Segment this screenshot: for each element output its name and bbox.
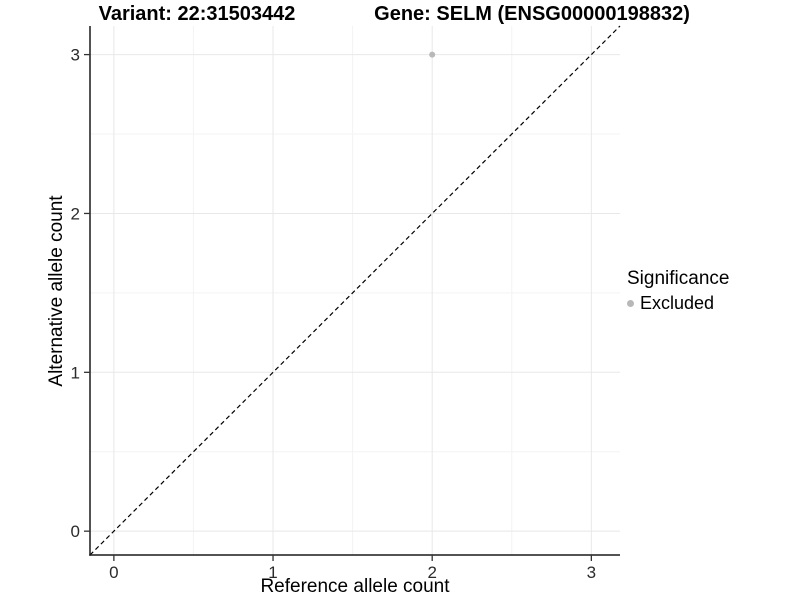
plot-title-gene: Gene: SELM (ENSG00000198832) (374, 3, 690, 25)
plot-title-variant: Variant: 22:31503442 (98, 3, 296, 25)
x-tick-label: 2 (427, 563, 436, 582)
y-tick-label: 0 (71, 522, 80, 541)
legend-point-icon (627, 300, 634, 307)
y-tick-label: 3 (71, 46, 80, 65)
x-tick-label: 1 (268, 563, 277, 582)
y-axis-title: Alternative allele count (46, 195, 67, 387)
legend: Significance Excluded (627, 268, 729, 314)
legend-item-excluded: Excluded (627, 293, 729, 314)
data-point (429, 51, 436, 58)
x-tick-label: 3 (587, 563, 596, 582)
legend-title: Significance (627, 268, 730, 289)
identity-reference-line (89, 25, 621, 556)
x-axis-title: Reference allele count (260, 576, 450, 597)
y-tick-label: 2 (71, 204, 80, 223)
y-tick-label: 1 (71, 363, 80, 382)
x-tick-label: 0 (109, 563, 118, 582)
legend-item-label: Excluded (640, 293, 715, 313)
